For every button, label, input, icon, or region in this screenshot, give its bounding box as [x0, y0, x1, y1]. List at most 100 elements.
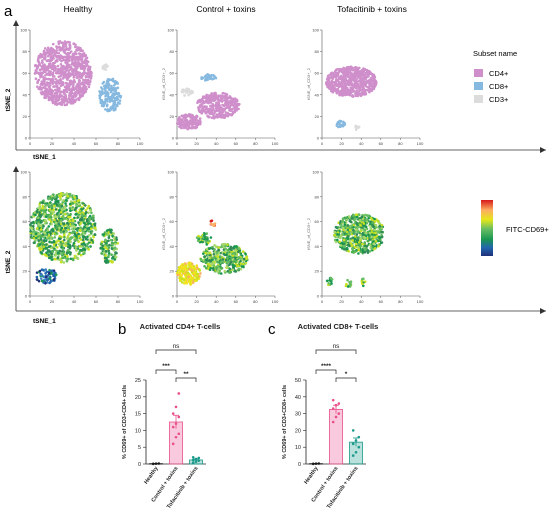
cell-dot — [41, 201, 44, 205]
cell-dot — [112, 102, 115, 106]
cell-dot — [221, 99, 224, 102]
cell-dot — [352, 226, 355, 229]
tsne-xtick-label: 100 — [417, 141, 424, 146]
cell-dot — [65, 90, 69, 94]
cell-dot — [68, 55, 72, 59]
cell-dot — [336, 73, 340, 77]
cell-dot — [366, 85, 369, 89]
cell-dot — [116, 86, 119, 90]
cell-dot — [374, 240, 378, 243]
cell-dot — [61, 247, 65, 251]
bar-ytick-label: 20 — [295, 428, 301, 434]
cell-dot — [373, 235, 376, 239]
cell-dot — [50, 235, 53, 239]
cell-dot — [354, 226, 358, 229]
cell-dot — [114, 81, 117, 85]
cell-dot — [55, 99, 59, 103]
panel-label-a: a — [4, 3, 13, 20]
cell-dot — [199, 272, 202, 275]
cell-dot — [336, 229, 340, 233]
cell-dot — [378, 224, 382, 228]
cell-dot — [343, 247, 346, 251]
tsne-ytick-label: 80 — [23, 194, 28, 199]
cell-dot — [369, 81, 372, 85]
cell-dot — [102, 100, 105, 104]
cell-dot — [330, 282, 333, 285]
cell-dot — [56, 54, 59, 58]
cell-dot — [38, 204, 42, 208]
cell-dot — [113, 258, 116, 261]
cell-dot — [368, 238, 371, 241]
cell-dot — [43, 47, 47, 50]
cell-dot — [335, 238, 339, 242]
cell-dot — [217, 246, 220, 250]
cell-dot — [72, 92, 76, 95]
cell-dot — [85, 72, 89, 76]
cell-dot — [85, 62, 89, 66]
cell-dot — [48, 208, 52, 211]
cell-dot — [58, 92, 62, 96]
cell-dot — [325, 83, 329, 87]
cell-dot — [35, 275, 39, 279]
bar-ytick-label: 0 — [298, 462, 301, 468]
cell-dot — [48, 256, 52, 260]
tsne-xtick-label: 40 — [214, 141, 219, 146]
cell-dot — [226, 256, 229, 259]
cell-dot — [83, 231, 87, 235]
cell-dot — [105, 86, 108, 89]
cell-dot — [43, 218, 47, 222]
cell-dot — [104, 65, 108, 69]
cell-dot — [333, 230, 337, 234]
cell-dot — [55, 215, 58, 218]
cell-dot — [99, 101, 103, 104]
cell-dot — [343, 229, 347, 232]
cell-dot — [79, 95, 82, 99]
cell-dot — [357, 86, 360, 90]
cell-dot — [350, 83, 354, 87]
cell-dot — [335, 79, 338, 83]
cell-dot — [196, 101, 199, 105]
tsne-plot-grid: 0020204040606080801001000020204040606080… — [20, 28, 424, 305]
cell-dot — [337, 226, 340, 229]
cell-dot — [359, 233, 362, 237]
cell-dot — [83, 66, 87, 70]
tsne-ytick-label: 80 — [23, 49, 28, 54]
cell-dot — [69, 251, 72, 254]
cell-dot — [41, 61, 44, 64]
tsne-xtick-label: 100 — [417, 299, 424, 304]
cell-dot — [47, 95, 51, 98]
tsne-xtick-label: 100 — [272, 141, 279, 146]
cell-dot — [70, 99, 74, 102]
cell-dot — [193, 126, 196, 129]
cell-dot — [342, 217, 345, 220]
tsne-xtick-label: 20 — [339, 299, 344, 304]
cell-dot — [77, 252, 81, 256]
tsne-ylabel-top: tSNE_2 — [5, 88, 12, 111]
cell-dot — [31, 224, 35, 228]
cell-dot — [348, 83, 351, 87]
cell-dot — [233, 249, 237, 252]
cell-dot — [92, 214, 95, 217]
cell-dot — [51, 42, 55, 46]
cell-dot — [42, 245, 46, 248]
cell-dot — [223, 107, 226, 111]
cell-dot — [45, 81, 49, 84]
tsne-xtick-label: 40 — [359, 299, 364, 304]
cell-dot — [236, 264, 239, 268]
cell-dot — [230, 260, 233, 264]
cell-dot — [55, 84, 59, 88]
cell-dot — [57, 214, 61, 217]
cell-dot — [371, 77, 375, 80]
data-point — [334, 403, 338, 407]
cell-dot — [102, 84, 106, 88]
cell-dot — [180, 277, 183, 281]
cell-dot — [71, 244, 75, 247]
cell-dot — [208, 253, 212, 257]
cell-dot — [205, 232, 209, 235]
cell-dot — [367, 74, 370, 78]
legend-swatch-cd4 — [474, 69, 483, 77]
cell-dot — [332, 86, 336, 90]
cell-dot — [100, 98, 104, 102]
cell-dot — [55, 51, 59, 55]
cell-dot — [224, 111, 228, 114]
